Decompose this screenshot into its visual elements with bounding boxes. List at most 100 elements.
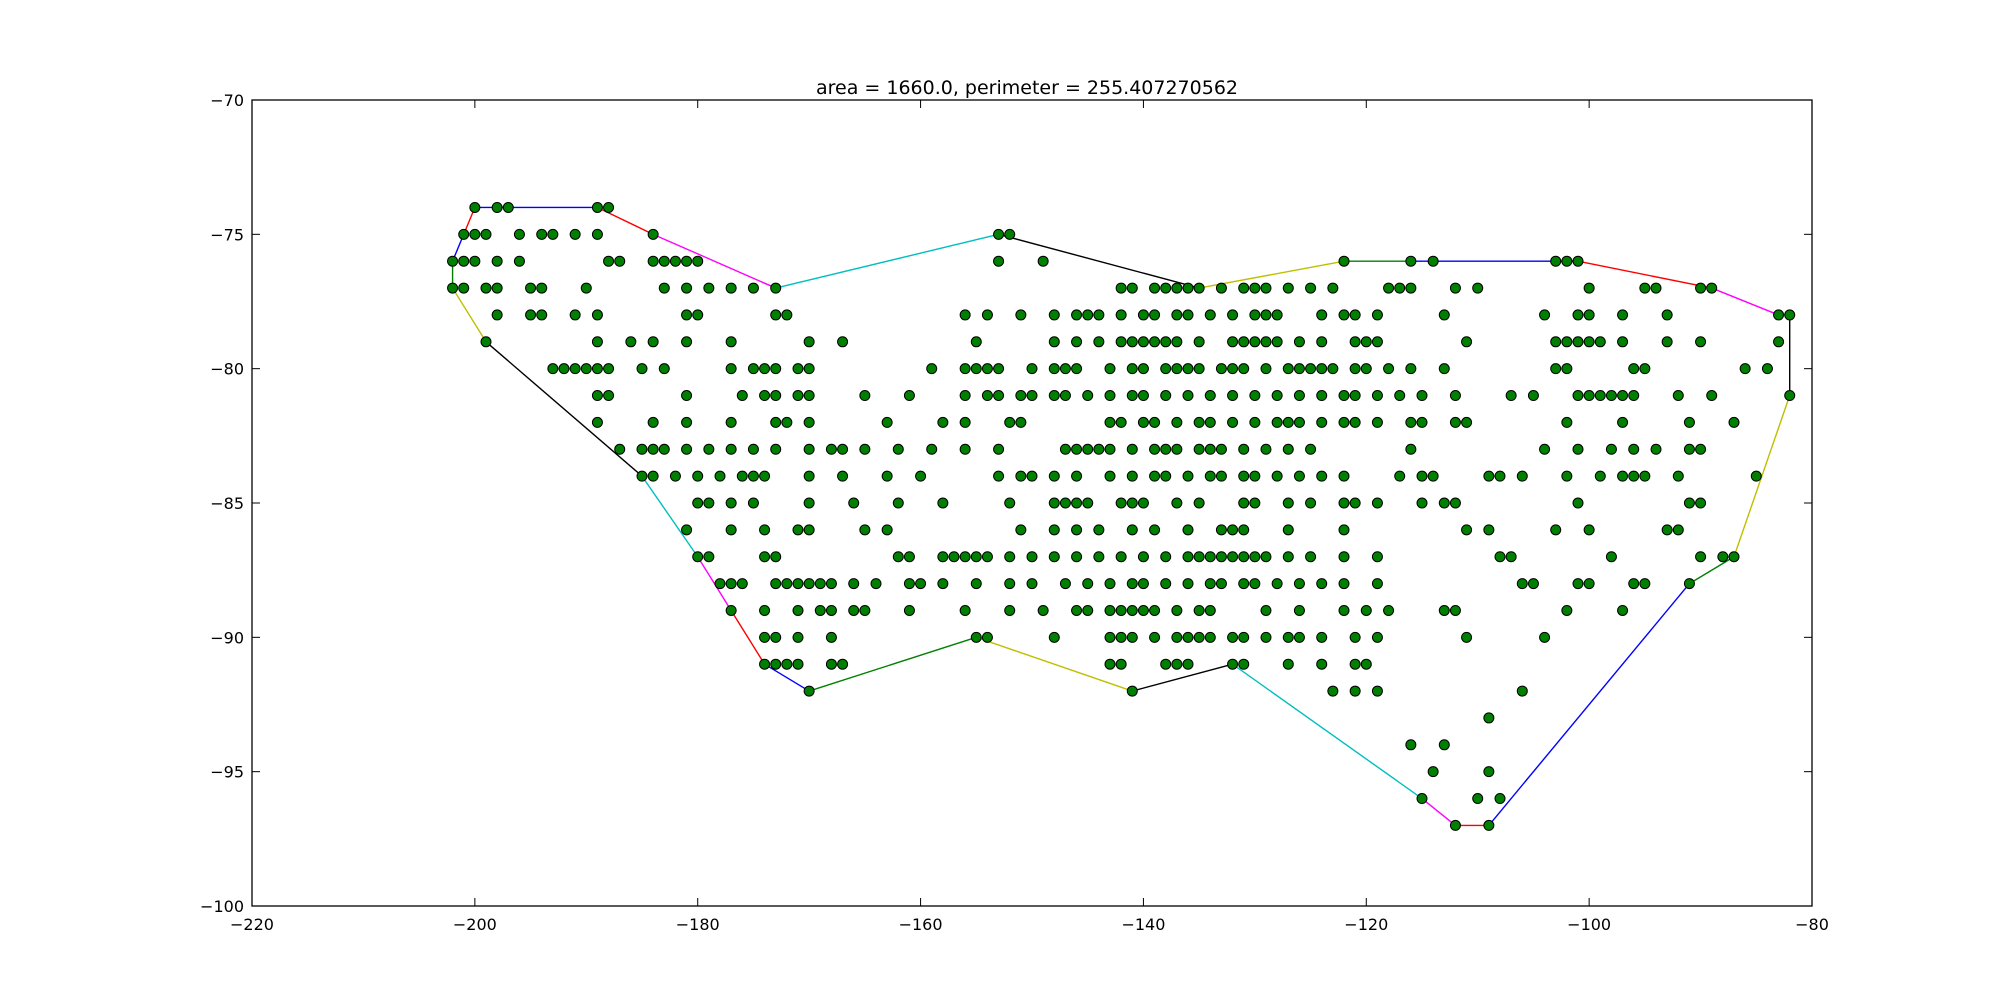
- data-point: [1160, 390, 1172, 402]
- hull-segment: [652, 233, 776, 289]
- data-point: [1449, 604, 1461, 616]
- data-point: [747, 363, 759, 375]
- data-point: [1082, 309, 1094, 321]
- data-point: [1204, 470, 1216, 482]
- data-point: [959, 551, 971, 563]
- data-point: [1416, 470, 1428, 482]
- data-point: [1572, 255, 1584, 267]
- data-point: [669, 470, 681, 482]
- data-point: [1293, 470, 1305, 482]
- data-point: [1293, 416, 1305, 428]
- data-point: [1115, 416, 1127, 428]
- data-point: [681, 336, 693, 348]
- data-point: [1193, 497, 1205, 509]
- data-point: [1438, 497, 1450, 509]
- data-point: [681, 255, 693, 267]
- data-point: [1115, 282, 1127, 294]
- data-point: [759, 604, 771, 616]
- data-point: [1059, 497, 1071, 509]
- data-point: [981, 551, 993, 563]
- data-point: [981, 631, 993, 643]
- data-point: [1706, 282, 1718, 294]
- data-point: [903, 578, 915, 590]
- data-point: [725, 363, 737, 375]
- data-point: [1539, 309, 1551, 321]
- data-point: [1695, 443, 1707, 455]
- data-point: [591, 336, 603, 348]
- data-point: [480, 336, 492, 348]
- x-tick-label: −160: [899, 915, 943, 934]
- data-point: [491, 201, 503, 213]
- data-point: [1126, 524, 1138, 536]
- data-point: [1661, 524, 1673, 536]
- data-point: [1483, 470, 1495, 482]
- data-point: [1572, 309, 1584, 321]
- y-tick-label: −75: [210, 225, 244, 244]
- data-point: [1293, 336, 1305, 348]
- data-point: [792, 658, 804, 670]
- data-point: [736, 578, 748, 590]
- data-point: [981, 390, 993, 402]
- data-point: [658, 443, 670, 455]
- data-point: [1160, 578, 1172, 590]
- data-point: [1193, 416, 1205, 428]
- data-point: [1550, 336, 1562, 348]
- data-point: [1316, 578, 1328, 590]
- data-point: [681, 416, 693, 428]
- data-point: [903, 390, 915, 402]
- data-point: [792, 604, 804, 616]
- data-point: [1305, 443, 1317, 455]
- data-point: [458, 255, 470, 267]
- data-point: [903, 604, 915, 616]
- data-point: [1082, 497, 1094, 509]
- data-point: [1338, 604, 1350, 616]
- data-point: [1182, 551, 1194, 563]
- data-point: [1071, 497, 1083, 509]
- data-point: [1260, 551, 1272, 563]
- data-point: [703, 497, 715, 509]
- data-point: [1349, 363, 1361, 375]
- data-point: [1516, 470, 1528, 482]
- data-point: [1071, 470, 1083, 482]
- data-point: [1182, 524, 1194, 536]
- y-tick-label: −90: [210, 628, 244, 647]
- data-point: [1104, 416, 1116, 428]
- data-point: [1215, 578, 1227, 590]
- data-point: [1227, 309, 1239, 321]
- data-point: [458, 282, 470, 294]
- data-point: [1383, 282, 1395, 294]
- data-point: [1316, 470, 1328, 482]
- data-point: [1171, 416, 1183, 428]
- data-point: [1182, 631, 1194, 643]
- hull-segment: [1577, 260, 1712, 289]
- data-point: [1215, 551, 1227, 563]
- data-point: [558, 363, 570, 375]
- data-point: [1338, 497, 1350, 509]
- data-point: [1628, 470, 1640, 482]
- data-point: [759, 631, 771, 643]
- plot-frame: [251, 99, 1813, 907]
- data-point: [1405, 416, 1417, 428]
- data-point: [1695, 336, 1707, 348]
- data-point: [1360, 604, 1372, 616]
- data-point: [870, 578, 882, 590]
- data-point: [1784, 390, 1796, 402]
- hull-segment: [998, 233, 1200, 289]
- data-point: [1483, 766, 1495, 778]
- data-point: [491, 282, 503, 294]
- data-point: [959, 309, 971, 321]
- data-point: [770, 282, 782, 294]
- data-point: [491, 309, 503, 321]
- data-point: [536, 282, 548, 294]
- data-point: [1360, 658, 1372, 670]
- data-point: [1605, 390, 1617, 402]
- data-point: [1238, 336, 1250, 348]
- data-point: [1583, 282, 1595, 294]
- data-point: [1026, 551, 1038, 563]
- data-point: [1572, 336, 1584, 348]
- data-point: [1461, 416, 1473, 428]
- data-point: [591, 228, 603, 240]
- data-point: [1438, 604, 1450, 616]
- data-point: [1316, 363, 1328, 375]
- data-point: [1371, 497, 1383, 509]
